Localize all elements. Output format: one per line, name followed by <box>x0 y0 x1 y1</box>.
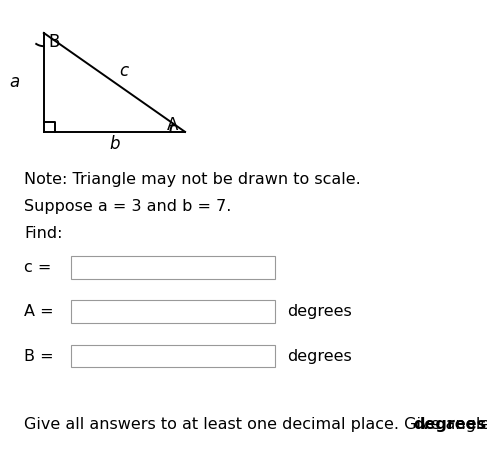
Text: c =: c = <box>24 260 52 275</box>
Text: c: c <box>120 62 129 80</box>
Text: b: b <box>109 135 120 153</box>
FancyBboxPatch shape <box>71 256 275 279</box>
Text: Find:: Find: <box>24 226 63 241</box>
FancyBboxPatch shape <box>71 300 275 323</box>
Text: Suppose a = 3 and b = 7.: Suppose a = 3 and b = 7. <box>24 199 232 214</box>
FancyBboxPatch shape <box>71 345 275 367</box>
Text: B: B <box>49 33 60 51</box>
Text: B =: B = <box>24 349 54 364</box>
Text: degrees: degrees <box>413 417 487 432</box>
Text: Give all answers to at least one decimal place. Give angles in: Give all answers to at least one decimal… <box>24 417 487 432</box>
Text: degrees: degrees <box>287 349 352 364</box>
Text: A: A <box>167 116 179 134</box>
Text: Note: Triangle may not be drawn to scale.: Note: Triangle may not be drawn to scale… <box>24 172 361 187</box>
Text: degrees: degrees <box>287 304 352 319</box>
Text: A =: A = <box>24 304 54 319</box>
Text: a: a <box>9 73 20 91</box>
